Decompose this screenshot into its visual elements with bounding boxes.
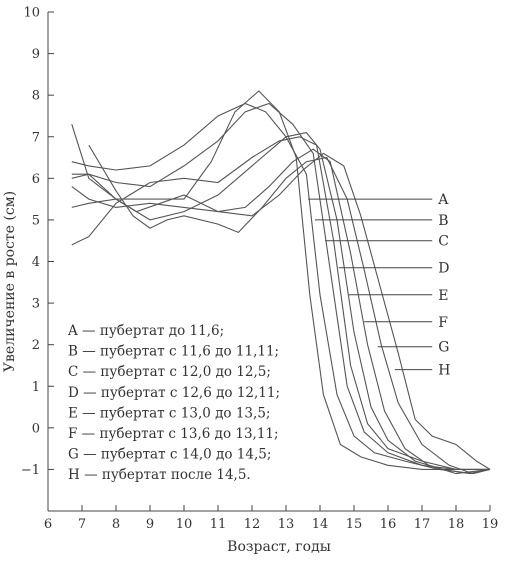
series-tag-d: D bbox=[438, 261, 449, 277]
legend-entry: B — пубертат с 11,6 до 11,11; bbox=[68, 344, 279, 360]
y-tick-label: 5 bbox=[32, 213, 40, 228]
series-line-g bbox=[88, 144, 491, 475]
series-line-f bbox=[71, 148, 491, 475]
y-tick-label: 7 bbox=[32, 130, 40, 145]
series-tag-e: E bbox=[438, 288, 448, 304]
y-tick-label: 9 bbox=[32, 47, 40, 62]
series-line-a bbox=[71, 90, 490, 470]
x-axis-title: Возраст, годы bbox=[227, 539, 331, 555]
y-tick-label: 0 bbox=[32, 421, 40, 436]
legend-entry: F — пубертат с 13,6 до 13,11; bbox=[68, 426, 279, 442]
y-tick-label: 10 bbox=[23, 6, 40, 21]
series-tag-f: F bbox=[438, 315, 448, 331]
y-tick-label: 2 bbox=[32, 338, 40, 353]
series-tag-a: A bbox=[437, 192, 449, 208]
series-line-h bbox=[71, 152, 491, 470]
series-line-c bbox=[71, 102, 490, 470]
x-tick-label: 18 bbox=[448, 517, 465, 532]
x-tick-label: 13 bbox=[278, 517, 295, 532]
y-axis-title: Увеличение в росте (см) bbox=[2, 191, 18, 372]
series-tag-g: G bbox=[438, 340, 449, 356]
x-tick-label: 11 bbox=[210, 517, 227, 532]
series-tag-c: C bbox=[438, 234, 449, 250]
legend-entry: D — пубертат с 12,6 до 12,11; bbox=[68, 385, 280, 401]
legend-entry: G — пубертат с 14,0 до 14,5; bbox=[68, 447, 271, 463]
legend: A — пубертат до 11,6; B — пубертат с 11,6… bbox=[67, 323, 280, 483]
series-lines bbox=[71, 90, 491, 475]
x-tick-label: 6 bbox=[44, 517, 52, 532]
series-line-e bbox=[71, 131, 491, 475]
series-line-b bbox=[71, 102, 491, 475]
x-tick-label: 15 bbox=[346, 517, 363, 532]
legend-entry: C — пубертат с 12,0 до 12,5; bbox=[68, 364, 271, 380]
legend-entry: E — пубертат с 13,0 до 13,5; bbox=[68, 405, 270, 421]
y-tick-label: 4 bbox=[32, 255, 40, 270]
series-tag-b: B bbox=[438, 213, 448, 229]
x-tick-label: 17 bbox=[414, 517, 431, 532]
x-tick-label: 10 bbox=[176, 517, 193, 532]
y-tick-label: 1 bbox=[32, 380, 40, 395]
x-tick-label: 19 bbox=[482, 517, 499, 532]
y-tick-label: 8 bbox=[32, 89, 40, 104]
series-line-d bbox=[71, 136, 490, 470]
x-tick-label: 9 bbox=[146, 517, 154, 532]
x-tick-label: 7 bbox=[78, 517, 86, 532]
y-tick-label: 6 bbox=[32, 172, 40, 187]
x-tick-label: 12 bbox=[244, 517, 261, 532]
legend-entry: A — пубертат до 11,6; bbox=[67, 323, 224, 339]
y-tick-label: 3 bbox=[32, 297, 40, 312]
legend-entry: H — пубертат после 14,5. bbox=[68, 467, 251, 483]
y-tick-label: −1 bbox=[21, 463, 40, 478]
x-tick-label: 8 bbox=[112, 517, 120, 532]
x-tick-label: 14 bbox=[312, 517, 329, 532]
series-tag-h: H bbox=[438, 363, 450, 379]
x-tick-label: 16 bbox=[380, 517, 397, 532]
